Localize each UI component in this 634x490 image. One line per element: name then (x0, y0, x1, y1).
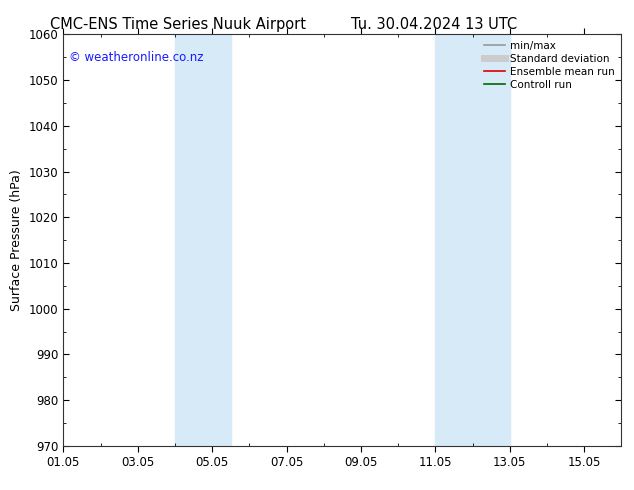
Y-axis label: Surface Pressure (hPa): Surface Pressure (hPa) (10, 169, 23, 311)
Text: Tu. 30.04.2024 13 UTC: Tu. 30.04.2024 13 UTC (351, 17, 517, 32)
Title: CMC-ENS Time Series Nuuk Airport    Tu. 30.04.2024 13 UTC: CMC-ENS Time Series Nuuk Airport Tu. 30.… (0, 489, 1, 490)
Text: CMC-ENS Time Series Nuuk Airport: CMC-ENS Time Series Nuuk Airport (49, 17, 306, 32)
Text: © weatheronline.co.nz: © weatheronline.co.nz (69, 51, 204, 64)
Bar (175, 34, 231, 446)
Legend: min/max, Standard deviation, Ensemble mean run, Controll run: min/max, Standard deviation, Ensemble me… (480, 36, 619, 94)
Bar (436, 34, 510, 446)
